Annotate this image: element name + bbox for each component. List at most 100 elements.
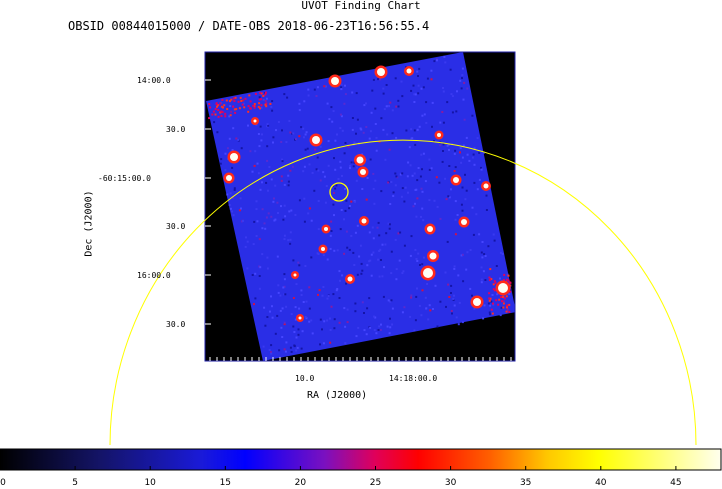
noise-pixel [234, 96, 237, 99]
noise-pixel [408, 146, 411, 149]
noise-pixel [459, 147, 462, 150]
noise-pixel [254, 92, 257, 95]
noise-pixel [385, 232, 388, 235]
noise-pixel [280, 141, 283, 143]
noise-pixel [350, 161, 353, 164]
noise-pixel [295, 138, 297, 141]
noise-pixel [357, 326, 360, 329]
noise-pixel [277, 212, 279, 214]
noise-pixel [369, 158, 372, 161]
noise-pixel [233, 188, 236, 191]
noise-pixel [453, 304, 456, 307]
noise-pixel [321, 328, 323, 331]
noise-pixel [352, 165, 355, 168]
noise-pixel [465, 268, 468, 271]
noise-pixel [434, 284, 437, 287]
noise-pixel [495, 265, 498, 267]
noise-pixel [304, 133, 307, 136]
noise-pixel [242, 99, 245, 102]
noise-pixel [423, 113, 426, 116]
noise-pixel [395, 278, 398, 281]
colorbar-tick-label: 35 [519, 478, 532, 488]
noise-pixel [472, 153, 475, 156]
noise-pixel [302, 301, 305, 303]
noise-pixel [388, 332, 391, 335]
noise-pixel [410, 235, 413, 238]
noise-pixel [374, 179, 377, 182]
noise-pixel [283, 273, 286, 276]
noise-pixel [462, 98, 465, 101]
noise-pixel [315, 95, 318, 97]
noise-pixel [283, 93, 286, 96]
noise-pixel [356, 166, 359, 169]
noise-pixel [242, 102, 245, 105]
noise-pixel [317, 200, 320, 202]
noise-pixel [398, 259, 401, 262]
noise-pixel [490, 300, 493, 303]
noise-pixel [296, 346, 299, 349]
noise-pixel [311, 171, 314, 174]
noise-pixel [319, 145, 322, 148]
y-tick-label: 16:00.0 [137, 271, 171, 280]
noise-pixel [343, 252, 346, 255]
noise-pixel [420, 187, 423, 190]
noise-pixel [326, 319, 329, 322]
noise-pixel [469, 287, 472, 290]
noise-pixel [436, 59, 438, 62]
noise-pixel [258, 145, 261, 148]
noise-pixel [344, 342, 347, 345]
noise-pixel [361, 269, 364, 272]
noise-pixel [343, 102, 346, 105]
noise-pixel [260, 106, 263, 109]
noise-pixel [254, 150, 257, 153]
noise-pixel [257, 133, 260, 135]
noise-pixel [485, 209, 488, 211]
noise-pixel [322, 171, 325, 174]
noise-pixel [297, 261, 300, 264]
noise-pixel [343, 218, 345, 221]
noise-pixel [422, 152, 425, 155]
noise-pixel [351, 128, 354, 131]
noise-pixel [503, 279, 505, 282]
noise-pixel [480, 168, 483, 171]
noise-pixel [451, 312, 453, 315]
noise-pixel [256, 162, 259, 165]
noise-pixel [454, 233, 457, 236]
noise-pixel [270, 106, 273, 108]
noise-pixel [489, 268, 492, 271]
noise-pixel [448, 148, 450, 151]
noise-pixel [231, 166, 234, 169]
noise-pixel [259, 188, 262, 191]
noise-pixel [421, 263, 424, 266]
noise-pixel [419, 175, 422, 178]
noise-pixel [353, 264, 356, 266]
noise-pixel [266, 316, 269, 318]
noise-pixel [314, 148, 317, 151]
star [331, 77, 339, 85]
noise-pixel [373, 329, 376, 332]
noise-pixel [457, 323, 460, 326]
noise-pixel [288, 120, 291, 122]
colorbar-tick-label: 10 [144, 478, 156, 488]
noise-pixel [330, 305, 333, 308]
noise-pixel [394, 77, 397, 80]
noise-pixel [488, 297, 491, 300]
noise-pixel [499, 277, 501, 280]
noise-pixel [259, 107, 261, 110]
noise-pixel [361, 188, 364, 190]
noise-pixel [390, 250, 393, 253]
noise-pixel [245, 236, 247, 239]
star [312, 136, 320, 144]
noise-pixel [226, 108, 229, 110]
noise-pixel [450, 188, 452, 191]
colorbar-tick-label: 40 [595, 478, 607, 488]
noise-pixel [465, 189, 468, 192]
noise-pixel [226, 193, 229, 196]
noise-pixel [508, 293, 511, 295]
noise-pixel [390, 181, 393, 183]
noise-pixel [317, 169, 320, 172]
noise-pixel [354, 231, 357, 234]
noise-pixel [306, 147, 309, 150]
noise-pixel [503, 273, 506, 276]
noise-pixel [428, 158, 431, 161]
